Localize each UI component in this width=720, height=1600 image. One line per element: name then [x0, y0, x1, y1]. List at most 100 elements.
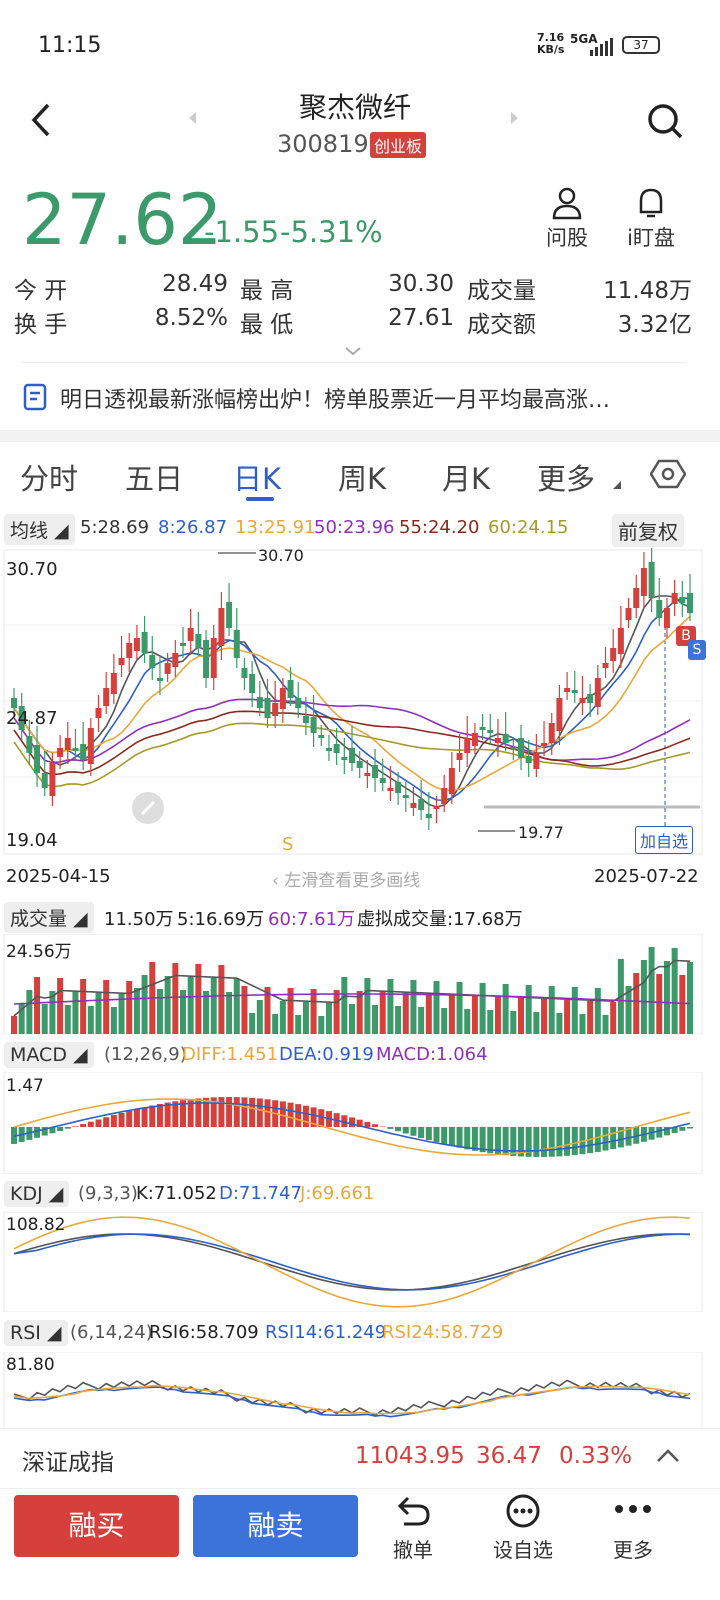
- tab-indicator: [246, 497, 274, 501]
- candle-body: [34, 745, 41, 773]
- more-label[interactable]: 更多: [613, 1538, 653, 1562]
- macd-bar: [141, 1107, 148, 1127]
- tab-intraday[interactable]: 分时: [20, 462, 79, 496]
- volume-bar: [402, 993, 409, 1034]
- volume-chart[interactable]: [0, 934, 706, 1034]
- ask-label[interactable]: 问股: [546, 226, 588, 250]
- ma13-value: 13:25.91: [235, 517, 316, 538]
- volume-bar: [556, 1013, 563, 1034]
- k-ymax: 30.70: [6, 559, 58, 580]
- volume-bar: [233, 979, 240, 1034]
- margin-sell-button[interactable]: 融卖: [193, 1495, 358, 1557]
- more-icon[interactable]: [614, 1502, 652, 1516]
- ma5-value: 5:28.69: [80, 517, 150, 538]
- watch-label[interactable]: i盯盘: [627, 226, 675, 250]
- search-icon[interactable]: [646, 102, 684, 140]
- macd-dea: DEA:0.919: [279, 1044, 374, 1065]
- price-change: -1.55: [204, 215, 280, 249]
- next-stock-icon[interactable]: [509, 110, 521, 126]
- candle-body: [349, 748, 355, 763]
- candle-body: [533, 753, 540, 769]
- pencil-mark: [140, 800, 156, 816]
- macd-chart[interactable]: [0, 1072, 706, 1174]
- price-change-pct: -5.31%: [280, 215, 383, 249]
- volume-bar: [448, 995, 455, 1034]
- rsi-selector[interactable]: RSI ◢: [4, 1320, 68, 1346]
- tab-more[interactable]: 更多: [537, 462, 596, 496]
- macd-bar: [671, 1127, 678, 1134]
- start-date: 2025-04-15: [6, 866, 111, 887]
- back-icon[interactable]: [28, 102, 56, 138]
- volume-bar: [610, 1002, 617, 1034]
- volume-bar: [26, 990, 33, 1034]
- volume-bar: [372, 1005, 379, 1034]
- last-price: 27.62: [22, 179, 223, 261]
- macd-params: (12,26,9): [104, 1044, 187, 1065]
- candle-body: [295, 698, 302, 708]
- macd-bar: [448, 1127, 455, 1146]
- volume-bar: [387, 979, 394, 1034]
- volume-bar: [133, 988, 140, 1034]
- prev-stock-icon[interactable]: [186, 110, 198, 126]
- candle-body: [571, 690, 578, 693]
- rsi-chart[interactable]: [0, 1352, 706, 1428]
- candle-body: [264, 698, 271, 718]
- chevron-up-icon[interactable]: [655, 1447, 681, 1465]
- macd-bar: [279, 1101, 286, 1127]
- volume-bar: [648, 947, 655, 1034]
- kdj-frame: [3, 1212, 703, 1312]
- volume-bar: [164, 976, 171, 1034]
- candle-body: [587, 694, 594, 703]
- add-watch-tag[interactable]: 加自选: [635, 826, 694, 854]
- kdj-chart[interactable]: [0, 1212, 706, 1312]
- macd-bar: [49, 1127, 56, 1134]
- volume-bar: [625, 986, 632, 1034]
- index-bar[interactable]: [0, 1428, 720, 1488]
- candle-body: [210, 638, 217, 678]
- candle-body: [594, 678, 601, 707]
- ma-selector[interactable]: 均线 ◢: [4, 514, 75, 545]
- volume-bar: [418, 1007, 425, 1034]
- volume-bar: [464, 1009, 471, 1034]
- cancel-order-label[interactable]: 撤单: [393, 1538, 433, 1562]
- volume-selector[interactable]: 成交量 ◢: [4, 902, 94, 933]
- tab-weekly-k[interactable]: 周K: [338, 462, 387, 496]
- add-favorite-icon[interactable]: [505, 1494, 541, 1528]
- tab-five-day[interactable]: 五日: [125, 462, 184, 496]
- volume-bar: [272, 1014, 279, 1034]
- tab-monthly-k[interactable]: 月K: [442, 462, 491, 496]
- ask-icon[interactable]: [550, 186, 584, 220]
- tab-daily-k[interactable]: 日K: [233, 462, 282, 496]
- macd-bar: [64, 1127, 71, 1129]
- candle-body: [333, 744, 340, 753]
- macd-bar: [533, 1127, 540, 1157]
- margin-buy-button[interactable]: 融买: [14, 1495, 179, 1557]
- ma50-line: [13, 698, 691, 764]
- volume-bar: [379, 992, 386, 1034]
- stock-code: 300819: [277, 130, 369, 158]
- candle-body: [510, 747, 517, 750]
- settings-icon[interactable]: [650, 458, 686, 490]
- candle-body: [494, 738, 501, 743]
- candle-body: [441, 788, 448, 804]
- candle-body: [57, 748, 64, 757]
- bell-icon[interactable]: [634, 186, 668, 220]
- vol-ma5: 5:16.69万: [177, 909, 265, 930]
- volume-bar: [487, 1010, 494, 1034]
- adjust-selector[interactable]: 前复权: [612, 514, 684, 547]
- candlestick-chart[interactable]: [0, 548, 706, 856]
- candle-body: [648, 562, 655, 598]
- macd-bar: [310, 1107, 317, 1127]
- macd-selector[interactable]: MACD ◢: [4, 1042, 94, 1068]
- index-name: 深证成指: [22, 1450, 114, 1476]
- candle-body: [187, 628, 194, 641]
- volume-bar: [594, 988, 601, 1034]
- candle-body: [126, 643, 133, 658]
- kdj-selector[interactable]: KDJ ◢: [4, 1181, 70, 1207]
- expand-chevron-icon[interactable]: [344, 346, 362, 356]
- undo-icon[interactable]: [396, 1494, 432, 1528]
- news-headline[interactable]: 明日透视最新涨幅榜出炉！榜单股票近一月平均最高涨…: [60, 388, 611, 413]
- add-favorite-label[interactable]: 设自选: [493, 1538, 553, 1562]
- vol-label: 成交量: [467, 278, 536, 304]
- macd-bar: [433, 1127, 440, 1143]
